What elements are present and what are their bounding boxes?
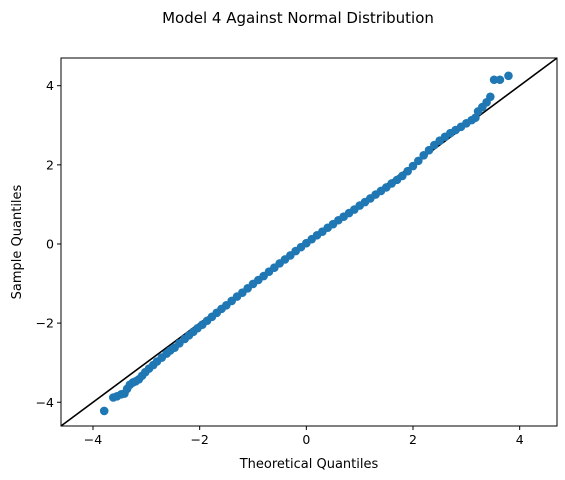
- y-tick-label: −2: [36, 316, 54, 331]
- plot-frame: [60, 57, 558, 427]
- data-point: [419, 151, 428, 160]
- x-axis-label: Theoretical Quantiles: [239, 457, 379, 472]
- x-tick-label: −2: [190, 432, 208, 447]
- x-tick-label: −4: [84, 432, 102, 447]
- data-point: [504, 71, 513, 81]
- y-tick-label: −4: [36, 395, 54, 410]
- data-point: [99, 406, 109, 416]
- data-point: [486, 92, 495, 102]
- data-point: [495, 75, 505, 85]
- y-tick-label: 2: [46, 157, 54, 172]
- chart-title: Model 4 Against Normal Distribution: [162, 9, 434, 27]
- data-point: [408, 161, 418, 171]
- plot-area: [60, 57, 558, 427]
- y-axis-label: Sample Quantiles: [10, 184, 25, 299]
- y-axis: −4 −2 0 2 4: [36, 78, 61, 410]
- y-tick-label: 4: [46, 78, 54, 93]
- x-tick-label: 4: [516, 432, 524, 447]
- points-layer: [99, 71, 513, 416]
- data-point: [424, 145, 434, 155]
- x-axis: −4 −2 0 2 4: [84, 426, 524, 447]
- x-tick-label: 2: [409, 432, 417, 447]
- data-point: [414, 156, 423, 166]
- y-tick-label: 0: [46, 236, 54, 251]
- data-point: [403, 166, 412, 176]
- x-tick-label: 0: [302, 432, 310, 447]
